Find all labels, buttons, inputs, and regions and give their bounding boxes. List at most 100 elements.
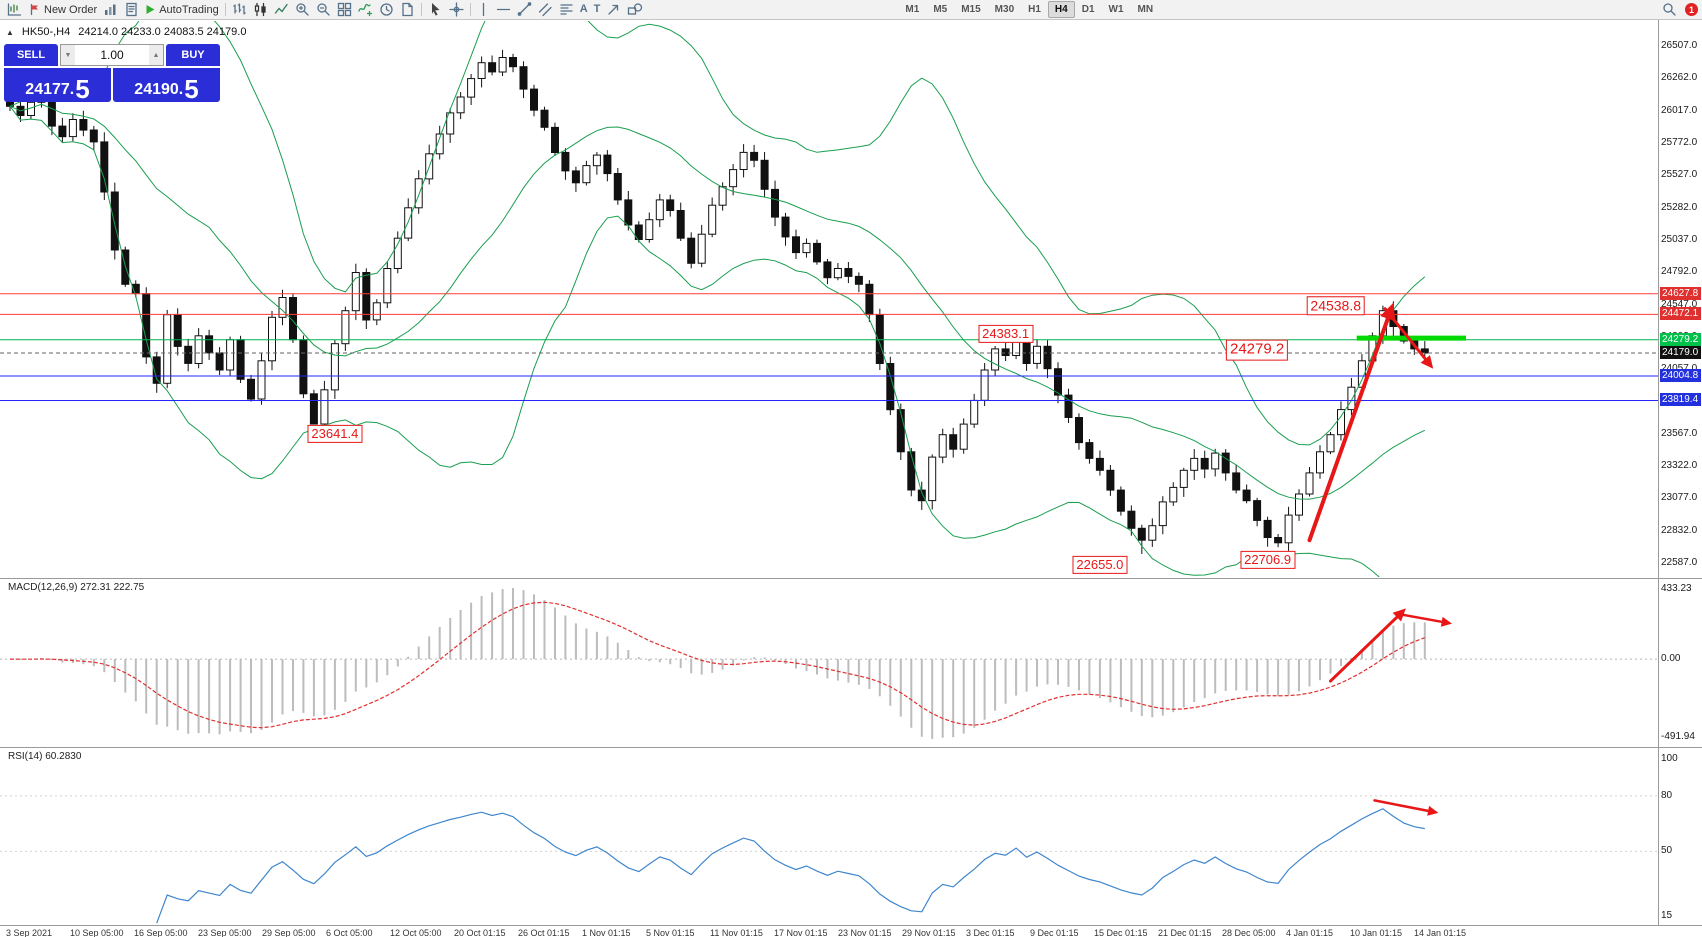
time-label[interactable]: 29 Sep 05:00 xyxy=(262,928,316,937)
price-tick[interactable]: 25527.0 xyxy=(1661,169,1698,181)
autotrading-button[interactable]: AutoTrading xyxy=(142,1,222,18)
timeframe-d1[interactable]: D1 xyxy=(1081,4,1095,15)
tile-windows-icon[interactable] xyxy=(334,1,355,18)
rsi-scale-label[interactable]: 15 xyxy=(1661,909,1673,921)
price-scale-divider[interactable] xyxy=(1658,20,1659,925)
arrow-tool-icon[interactable] xyxy=(603,1,624,18)
channel-icon[interactable] xyxy=(535,1,556,18)
time-label[interactable]: 12 Oct 05:00 xyxy=(390,928,442,937)
time-label[interactable]: 23 Sep 05:00 xyxy=(198,928,252,937)
time-label[interactable]: 11 Nov 01:15 xyxy=(710,928,763,937)
rsi-scale-label[interactable]: 50 xyxy=(1661,845,1673,857)
price-tick[interactable]: 26507.0 xyxy=(1661,40,1698,51)
buy-button[interactable]: BUY xyxy=(166,44,220,66)
time-label[interactable]: 21 Dec 01:15 xyxy=(1158,928,1212,937)
time-label[interactable]: 28 Dec 05:00 xyxy=(1222,928,1276,937)
time-label[interactable]: 3 Dec 01:15 xyxy=(966,928,1015,937)
rsi-scale-label[interactable]: 80 xyxy=(1661,789,1673,801)
price-annotation[interactable]: 23641.4 xyxy=(307,424,363,444)
price-tick[interactable]: 24792.0 xyxy=(1661,266,1698,278)
price-annotation[interactable]: 24538.8 xyxy=(1306,295,1366,316)
macd-scale-zero[interactable]: 0.00 xyxy=(1661,653,1681,665)
volume-increase-icon[interactable]: ▲ xyxy=(149,45,163,65)
price-tick[interactable]: 26262.0 xyxy=(1661,72,1698,84)
price-tick[interactable]: 25037.0 xyxy=(1661,233,1698,245)
search-icon[interactable] xyxy=(1659,1,1680,18)
time-label[interactable]: 4 Jan 01:15 xyxy=(1286,928,1334,937)
new-order-button[interactable]: New Order xyxy=(25,1,100,18)
time-label[interactable]: 26 Oct 01:15 xyxy=(518,928,570,937)
time-label[interactable]: 20 Oct 01:15 xyxy=(454,928,506,937)
rsi-panel-separator[interactable] xyxy=(0,747,1702,748)
scripts-icon[interactable] xyxy=(121,1,142,18)
sell-button[interactable]: SELL xyxy=(4,44,58,66)
timeframe-w1[interactable]: W1 xyxy=(1108,4,1124,15)
time-label[interactable]: 15 Dec 01:15 xyxy=(1094,928,1148,937)
candlestick-chart-icon[interactable] xyxy=(250,1,271,18)
volume-value[interactable]: 1.00 xyxy=(100,48,124,62)
time-label[interactable]: 10 Jan 01:15 xyxy=(1350,928,1403,937)
price-tick[interactable]: 24057.0 xyxy=(1661,363,1697,374)
time-label[interactable]: 6 Oct 05:00 xyxy=(326,928,373,937)
buy-price[interactable]: 24190. 5 xyxy=(113,68,220,102)
price-tick[interactable]: 23322.0 xyxy=(1661,460,1698,472)
price-annotation[interactable]: 22706.9 xyxy=(1240,551,1296,570)
price-tick[interactable]: 25772.0 xyxy=(1661,136,1698,148)
volume-stepper[interactable]: ▼ 1.00 ▲ xyxy=(60,44,164,66)
bar-chart-icon[interactable] xyxy=(229,1,250,18)
fibonacci-icon[interactable] xyxy=(556,1,577,18)
horizontal-line-icon[interactable] xyxy=(493,1,514,18)
zoom-out-icon[interactable] xyxy=(313,1,334,18)
macd-scale-max[interactable]: 433.23 xyxy=(1661,583,1692,594)
time-label[interactable]: 29 Nov 01:15 xyxy=(902,928,956,937)
time-label[interactable]: 5 Nov 01:15 xyxy=(646,928,695,937)
timeframe-m1[interactable]: M1 xyxy=(905,4,920,15)
macd-panel-separator[interactable] xyxy=(0,578,1702,579)
indicators-icon[interactable] xyxy=(355,1,376,18)
crosshair-icon[interactable] xyxy=(446,1,467,18)
price-tick[interactable]: 26017.0 xyxy=(1661,104,1698,116)
text-icon[interactable]: A xyxy=(579,3,588,15)
shapes-icon[interactable] xyxy=(624,1,646,18)
timeframe-h4[interactable]: H4 xyxy=(1047,1,1075,18)
price-annotation[interactable]: 22655.0 xyxy=(1072,555,1128,575)
trendline-icon[interactable] xyxy=(514,1,535,18)
time-label[interactable]: 1 Nov 01:15 xyxy=(582,928,631,937)
periods-icon[interactable] xyxy=(376,1,397,18)
timeframe-m30[interactable]: M30 xyxy=(994,4,1015,15)
line-chart-icon[interactable] xyxy=(271,1,292,18)
time-label[interactable]: 3 Sep 2021 xyxy=(6,928,53,937)
rsi-scale-label[interactable]: 100 xyxy=(1661,753,1678,764)
price-annotation[interactable]: 24279.2 xyxy=(1225,339,1289,361)
notification-badge[interactable]: 1 xyxy=(1685,3,1698,16)
time-label[interactable]: 23 Nov 01:15 xyxy=(838,928,892,937)
templates-icon[interactable] xyxy=(397,1,418,18)
time-label[interactable]: 17 Nov 01:15 xyxy=(774,928,828,937)
timeframe-mn[interactable]: MN xyxy=(1137,4,1154,15)
price-tick[interactable]: 22587.0 xyxy=(1661,557,1698,568)
time-label[interactable]: 14 Jan 01:15 xyxy=(1414,928,1467,937)
timeframe-m15[interactable]: M15 xyxy=(961,4,981,15)
new-chart-icon[interactable] xyxy=(4,1,25,18)
one-click-collapse-icon[interactable]: ▲ xyxy=(6,27,14,37)
label-icon[interactable]: T xyxy=(593,3,601,15)
volume-decrease-icon[interactable]: ▼ xyxy=(61,45,75,65)
time-label[interactable]: 16 Sep 05:00 xyxy=(134,928,188,937)
time-label[interactable]: 9 Dec 01:15 xyxy=(1030,928,1079,937)
price-tick[interactable]: 22832.0 xyxy=(1661,524,1698,536)
time-label[interactable]: 10 Sep 05:00 xyxy=(70,928,124,937)
price-tick[interactable]: 25282.0 xyxy=(1661,201,1698,213)
sell-price[interactable]: 24177. 5 xyxy=(4,68,111,102)
macd-scale-min[interactable]: -491.94 xyxy=(1661,731,1695,742)
charts-icon[interactable] xyxy=(100,1,121,18)
price-tick[interactable]: 23567.0 xyxy=(1661,427,1698,439)
cursor-icon[interactable] xyxy=(425,1,446,18)
price-annotation[interactable]: 24383.1 xyxy=(978,324,1034,344)
vertical-line-icon[interactable] xyxy=(474,1,493,18)
price-tick[interactable]: 23077.0 xyxy=(1661,492,1698,504)
price-tick[interactable]: 24547.0 xyxy=(1661,298,1698,310)
timeframe-h1[interactable]: H1 xyxy=(1028,4,1041,15)
zoom-in-icon[interactable] xyxy=(292,1,313,18)
timeframe-m5[interactable]: M5 xyxy=(933,4,948,15)
